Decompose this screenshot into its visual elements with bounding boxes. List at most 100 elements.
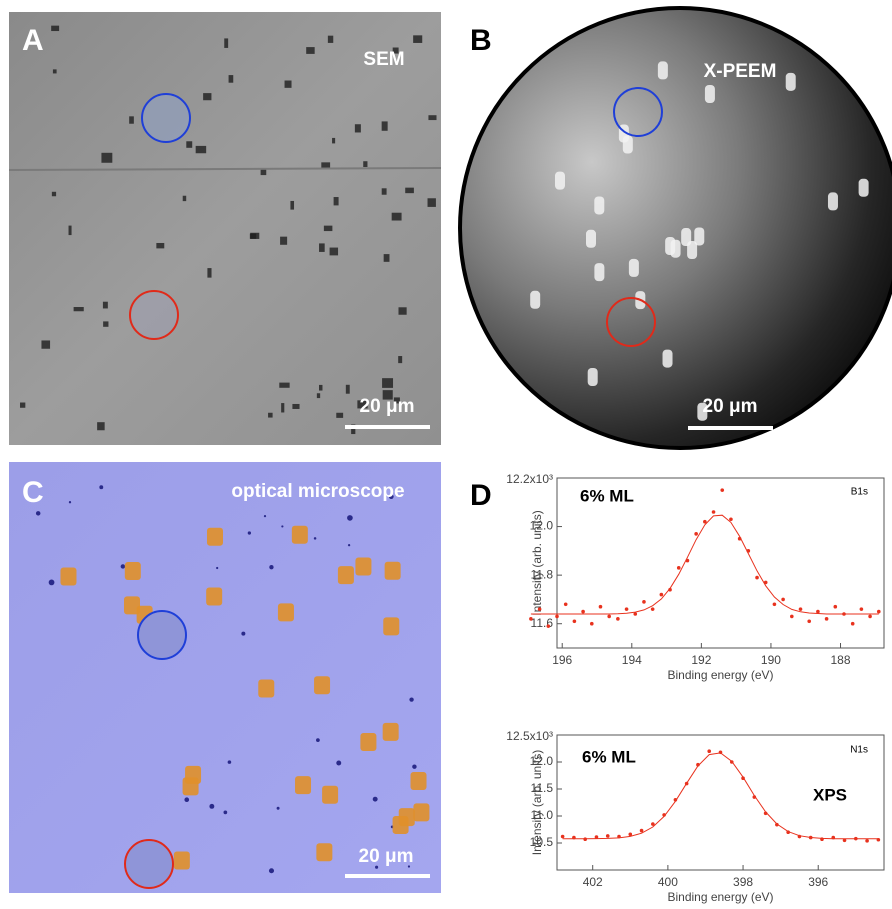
sem-feature — [69, 226, 72, 235]
sem-feature — [103, 302, 108, 309]
optical-dot — [348, 544, 350, 546]
annotation: XPS — [813, 785, 847, 804]
panel-caption: SEM — [363, 49, 404, 70]
sem-feature — [20, 403, 25, 408]
panel-label: A — [22, 24, 44, 57]
sem-image — [9, 12, 441, 445]
x-tick-label: 194 — [622, 653, 642, 667]
peem-feature — [658, 61, 668, 79]
optical-dot — [277, 807, 280, 810]
sem-feature — [317, 393, 320, 398]
panel-caption: X-PEEM — [704, 61, 777, 82]
data-point — [790, 615, 794, 619]
data-point — [607, 615, 611, 619]
optical-image — [9, 462, 441, 893]
sem-feature — [405, 188, 414, 194]
x-tick-label: 400 — [658, 875, 678, 889]
sem-feature — [101, 153, 112, 163]
peem-feature — [687, 241, 697, 259]
data-point — [677, 566, 681, 570]
scale-bar-label: 20 μm — [703, 396, 758, 417]
y-tick-label: 12.2x10³ — [506, 472, 553, 486]
data-point — [755, 576, 759, 580]
blue-circle — [142, 94, 190, 142]
x-tick-label: 402 — [583, 875, 603, 889]
sem-feature — [290, 201, 294, 210]
optical-dot — [316, 738, 320, 742]
optical-dot — [184, 797, 189, 802]
sem-feature — [382, 121, 388, 130]
optical-feature — [385, 562, 401, 580]
optical-dot — [409, 697, 413, 701]
y-axis-title: Intensity (arb. units) — [530, 750, 544, 855]
optical-feature — [383, 617, 399, 635]
data-point — [816, 610, 820, 614]
peem-feature — [663, 350, 673, 368]
sem-feature — [224, 38, 228, 48]
data-point — [720, 488, 724, 492]
sem-feature — [186, 141, 192, 148]
red-circle — [130, 291, 178, 339]
sem-feature — [53, 69, 57, 73]
x-tick-label: 190 — [761, 653, 781, 667]
data-point — [564, 602, 568, 606]
annotation: 6% ML — [582, 747, 636, 766]
panel-sem: A SEM 20 μm — [9, 12, 441, 445]
sem-feature — [324, 226, 333, 231]
peem-feature — [586, 230, 596, 248]
y-axis-title: Intensity (arb. units) — [530, 510, 544, 615]
sem-feature — [363, 161, 367, 167]
data-point — [599, 605, 603, 609]
sem-feature — [428, 198, 436, 207]
sem-feature — [382, 188, 387, 194]
optical-dot — [269, 565, 273, 569]
data-point — [616, 617, 620, 621]
optical-dot — [223, 811, 227, 815]
x-axis-title: Binding energy (eV) — [667, 668, 773, 682]
x-tick-label: 192 — [691, 653, 711, 667]
optical-dot — [373, 797, 378, 802]
x-tick-label: 396 — [808, 875, 828, 889]
data-point — [547, 624, 551, 628]
data-point — [590, 622, 594, 626]
peem-feature — [530, 291, 540, 309]
sem-feature — [336, 413, 343, 418]
y-tick-label: 12.5x10³ — [506, 729, 553, 743]
optical-feature — [258, 679, 274, 697]
sem-feature — [328, 36, 333, 43]
sem-feature — [280, 237, 287, 245]
data-point — [877, 610, 881, 614]
sem-feature — [250, 234, 256, 239]
optical-feature — [399, 808, 415, 826]
sem-feature — [398, 307, 406, 314]
sem-feature — [52, 192, 56, 196]
y-tick-label: 11.6 — [531, 616, 554, 630]
data-point — [538, 607, 542, 611]
data-point — [712, 510, 716, 514]
optical-feature — [316, 843, 332, 861]
x-tick-label: 188 — [831, 653, 851, 667]
peem-feature — [665, 237, 675, 255]
optical-dot — [216, 567, 218, 569]
optical-feature — [413, 803, 429, 821]
blue-circle — [138, 611, 186, 659]
annotation: B1s — [851, 487, 868, 498]
peem-feature — [588, 368, 598, 386]
sem-feature — [281, 403, 284, 412]
sem-feature — [392, 213, 402, 221]
data-point — [781, 598, 785, 602]
peem-feature — [623, 136, 633, 154]
sem-feature — [334, 197, 339, 205]
sem-feature — [292, 404, 299, 409]
optical-feature — [314, 676, 330, 694]
sem-feature — [268, 413, 273, 418]
optical-dot — [69, 501, 71, 503]
data-point — [573, 619, 577, 623]
data-point — [868, 615, 872, 619]
optical-dot — [248, 531, 251, 534]
optical-dot — [269, 868, 274, 873]
optical-feature — [355, 557, 371, 575]
sem-feature — [382, 378, 393, 388]
panel-label: B — [470, 24, 492, 57]
data-point — [865, 839, 869, 843]
